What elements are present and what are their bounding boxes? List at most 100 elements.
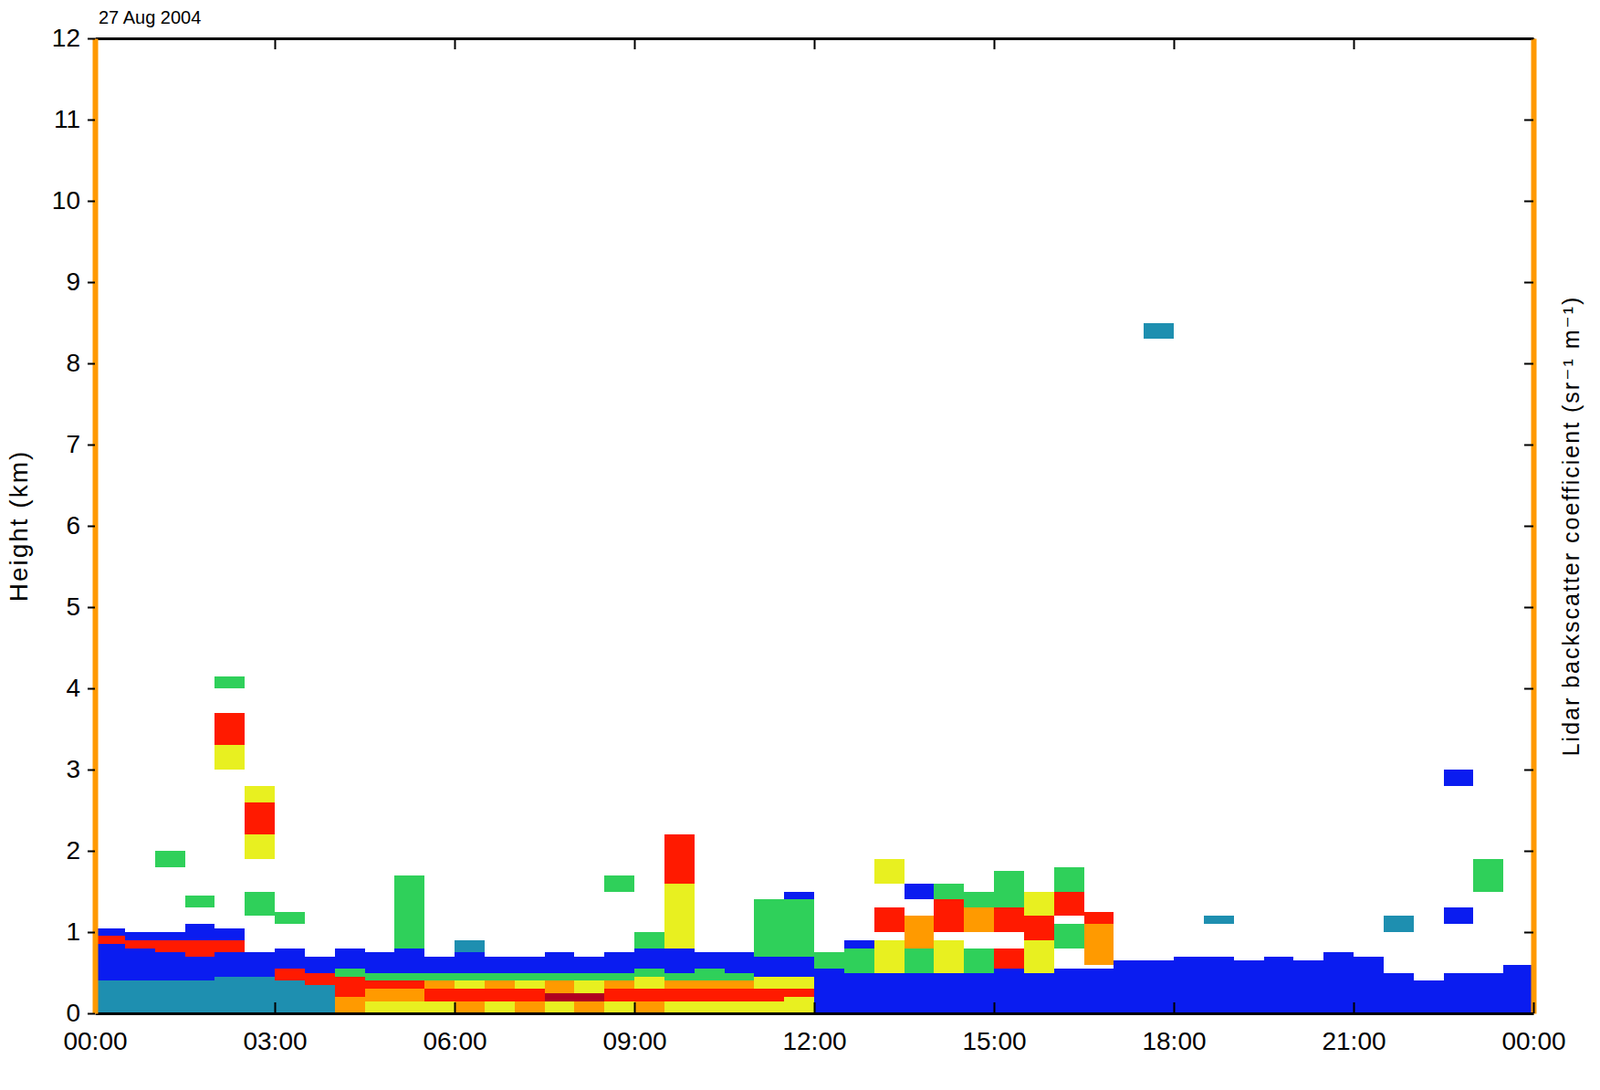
backscatter-cell xyxy=(514,1001,545,1014)
backscatter-cell xyxy=(1293,960,1324,1014)
backscatter-cell xyxy=(604,951,635,973)
x-tick-label: 06:00 xyxy=(422,1026,487,1056)
tick: 8 xyxy=(65,348,95,377)
backscatter-cell xyxy=(484,972,515,982)
tick-mark xyxy=(87,688,95,691)
tick-mark xyxy=(274,38,277,50)
backscatter-cell xyxy=(484,1001,515,1014)
tick-mark xyxy=(87,444,95,447)
x-tick-label: 15:00 xyxy=(962,1026,1026,1056)
backscatter-cell xyxy=(664,972,695,982)
tick: 03:00 xyxy=(242,1002,307,1056)
backscatter-cell xyxy=(244,976,275,1014)
y-tick-label: 7 xyxy=(65,429,81,459)
backscatter-cell xyxy=(334,948,366,969)
backscatter-cell xyxy=(1143,960,1174,1014)
backscatter-cell xyxy=(574,980,605,993)
tick: 15:00 xyxy=(962,1002,1026,1056)
backscatter-cell xyxy=(484,956,515,973)
tick-mark xyxy=(1524,525,1534,528)
backscatter-cell xyxy=(514,972,545,982)
backscatter-cell xyxy=(514,980,545,989)
backscatter-cell xyxy=(185,923,216,941)
y-tick-label: 9 xyxy=(65,267,81,296)
backscatter-cell xyxy=(784,988,815,997)
backscatter-cell xyxy=(1084,968,1115,1014)
tick-mark xyxy=(1524,444,1534,447)
backscatter-cell xyxy=(125,980,156,1014)
backscatter-cell xyxy=(185,980,216,1014)
tick: 21:00 xyxy=(1321,1002,1386,1056)
backscatter-cell xyxy=(214,940,245,952)
backscatter-cell xyxy=(724,972,755,982)
backscatter-cell xyxy=(1143,323,1174,340)
backscatter-cell xyxy=(814,968,845,1014)
tick: 9 xyxy=(65,267,95,296)
backscatter-cell xyxy=(634,1001,665,1014)
backscatter-cell xyxy=(125,931,156,941)
tick-mark xyxy=(1524,282,1534,284)
backscatter-cell xyxy=(844,972,875,1015)
backscatter-cell xyxy=(1054,867,1085,892)
x-tick-label: 03:00 xyxy=(242,1026,307,1056)
backscatter-cell xyxy=(394,1001,425,1014)
backscatter-cell xyxy=(185,940,216,957)
tick-mark xyxy=(87,119,95,122)
x-tick-label: 18:00 xyxy=(1141,1026,1206,1056)
backscatter-cell xyxy=(634,988,665,1001)
tick: 0 xyxy=(65,998,95,1027)
y-axis-title: Height (km) xyxy=(4,449,33,603)
y-tick-label: 5 xyxy=(65,592,81,621)
backscatter-cell xyxy=(304,956,335,973)
tick: 7 xyxy=(65,429,95,459)
backscatter-cell xyxy=(1203,915,1234,924)
tick-mark xyxy=(1524,38,1534,41)
backscatter-cell xyxy=(544,972,576,982)
backscatter-cell xyxy=(365,951,396,973)
backscatter-cell xyxy=(604,1001,635,1014)
colorbar-title: Lidar backscatter coefficient (sr⁻¹ m⁻¹) xyxy=(1558,295,1584,757)
backscatter-cell xyxy=(1413,980,1444,1014)
backscatter-cell xyxy=(304,984,335,1014)
backscatter-cell xyxy=(185,956,216,982)
right-axis xyxy=(1524,39,1535,1015)
x-tick-label: 12:00 xyxy=(782,1026,847,1056)
backscatter-cell xyxy=(454,951,485,973)
backscatter-cell xyxy=(993,870,1025,908)
tick xyxy=(454,38,456,50)
backscatter-cell xyxy=(394,980,425,989)
backscatter-cell xyxy=(1054,891,1085,917)
backscatter-cell xyxy=(1264,956,1295,1014)
backscatter-cell xyxy=(304,972,335,985)
backscatter-cell xyxy=(784,899,815,956)
backscatter-cell xyxy=(904,883,935,900)
y-tick-label: 3 xyxy=(65,754,81,784)
tick-mark xyxy=(454,1002,457,1014)
backscatter-cell xyxy=(574,1001,605,1014)
tick-mark xyxy=(87,769,95,772)
backscatter-cell xyxy=(694,980,725,989)
backscatter-cell xyxy=(814,951,845,969)
backscatter-cell xyxy=(94,935,126,944)
backscatter-cell xyxy=(1024,940,1055,973)
backscatter-cell xyxy=(1113,960,1144,1014)
backscatter-cell xyxy=(94,980,126,1014)
backscatter-cell xyxy=(155,931,186,941)
backscatter-cell xyxy=(694,968,725,981)
tick-mark xyxy=(993,1002,996,1014)
backscatter-cell xyxy=(604,988,635,1001)
tick-mark xyxy=(87,850,95,853)
tick-mark xyxy=(274,1002,277,1014)
tick: 1 xyxy=(65,917,95,946)
backscatter-cell xyxy=(544,951,576,973)
tick-mark xyxy=(1173,38,1176,50)
tick: 12 xyxy=(52,23,95,53)
backscatter-cell xyxy=(724,988,755,1001)
backscatter-cell xyxy=(484,980,515,989)
top-axis xyxy=(95,38,1535,50)
tick-mark xyxy=(1524,931,1534,934)
y-tick-label: 0 xyxy=(65,998,81,1027)
tick xyxy=(1524,688,1534,690)
backscatter-cell xyxy=(664,1001,695,1014)
tick-mark xyxy=(1524,363,1534,366)
